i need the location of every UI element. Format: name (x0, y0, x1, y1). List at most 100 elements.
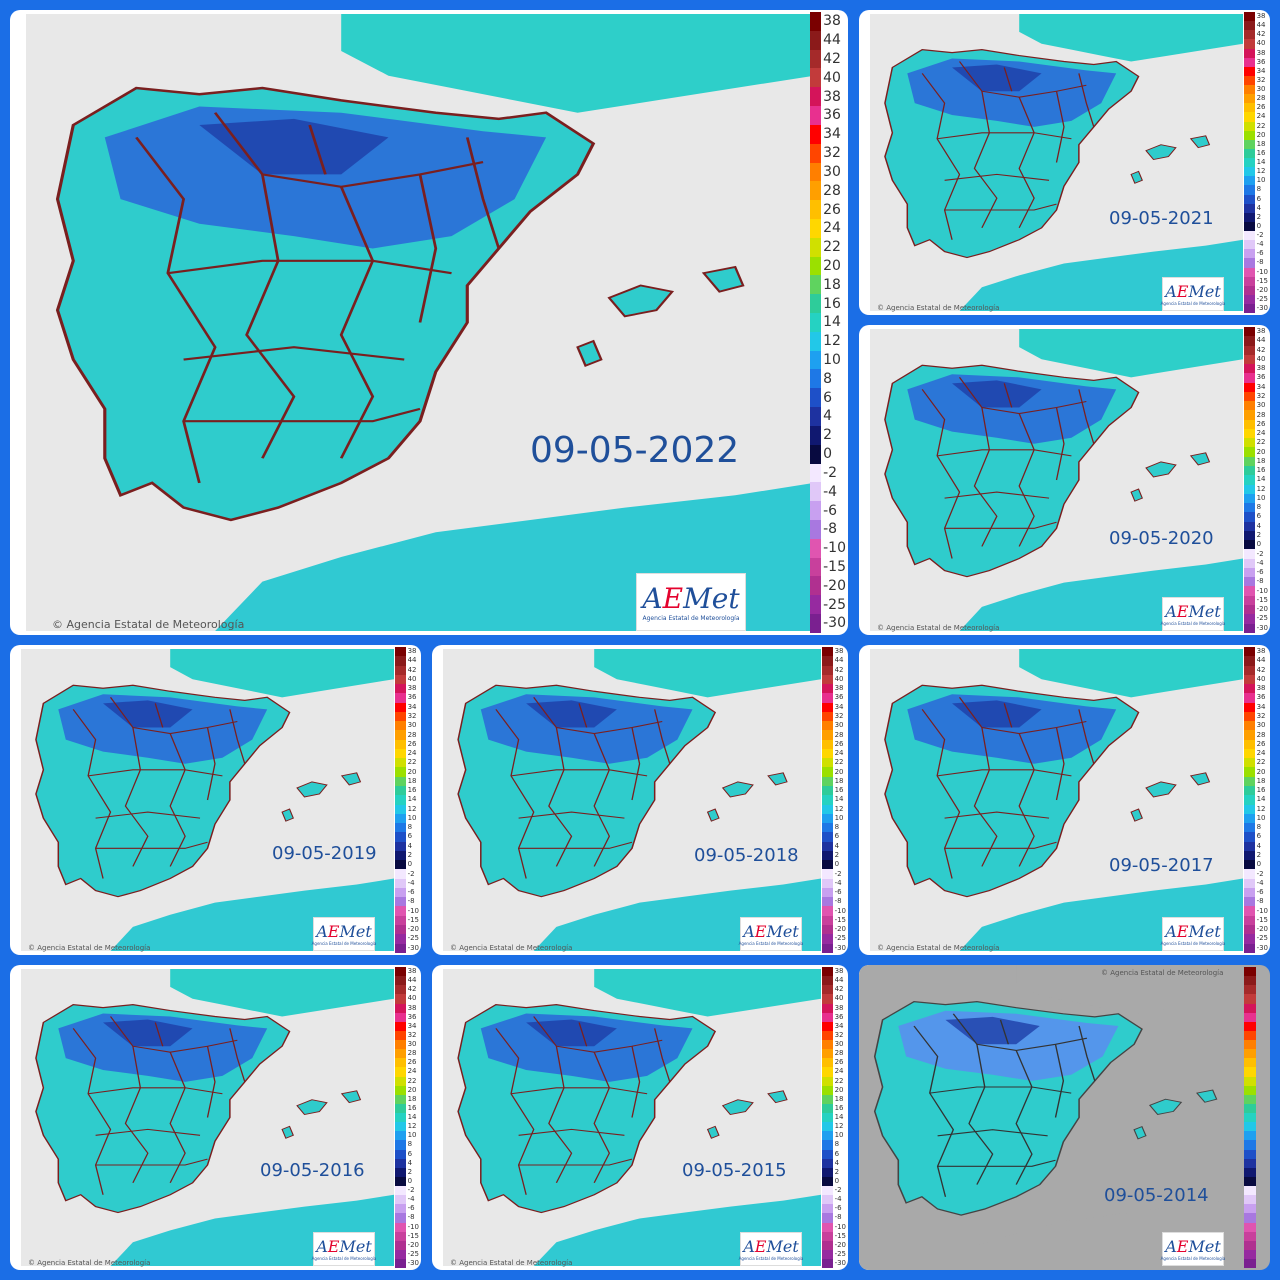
legend-swatch (1244, 419, 1255, 429)
legend-label: -20 (834, 1240, 846, 1249)
legend-swatch (822, 647, 833, 657)
legend-swatch (822, 758, 833, 768)
legend-swatch (1244, 240, 1255, 250)
legend-label: 10 (1256, 493, 1266, 502)
legend-swatch (395, 943, 406, 953)
legend-swatch (822, 823, 833, 833)
france-region (1019, 329, 1243, 378)
legend-label: 20 (407, 1085, 417, 1094)
balearic-island (767, 1090, 788, 1104)
legend-label: 22 (1256, 438, 1266, 447)
legend-swatch (1244, 212, 1255, 222)
legend-label: 34 (407, 1021, 417, 1030)
province-border (229, 1028, 246, 1082)
province-border (973, 727, 998, 867)
legend-label: 4 (823, 408, 833, 425)
legend-label: 38 (1256, 48, 1266, 57)
legend-label: 30 (823, 163, 841, 180)
legend-label: 44 (1256, 21, 1266, 30)
legend-swatch (1244, 249, 1255, 259)
legend-label: 28 (1256, 94, 1266, 103)
coldest-area (526, 1019, 617, 1047)
legend-swatch (822, 943, 833, 953)
legend-label: -10 (834, 906, 846, 915)
legend-swatch (1244, 185, 1255, 195)
legend-label: 8 (407, 823, 413, 832)
legend-swatch (1244, 813, 1255, 824)
legend-label: -8 (407, 1213, 415, 1222)
legend-label: 32 (407, 1030, 417, 1039)
legend-label: 38 (823, 88, 841, 105)
legend-label: -20 (834, 925, 846, 934)
balearic-island (721, 1099, 754, 1116)
legend-swatch (1244, 345, 1255, 355)
temperature-map (443, 649, 821, 951)
legend-swatch (1244, 354, 1255, 365)
legend-swatch (1244, 823, 1255, 833)
province-border (95, 811, 201, 819)
legend-swatch (1244, 924, 1255, 935)
date-label: 09-05-2017 (1109, 855, 1214, 876)
legend-swatch (822, 878, 833, 888)
legend-label: 10 (407, 813, 417, 822)
legend-label: 12 (1256, 484, 1266, 493)
legend-label: 4 (834, 841, 840, 850)
legend-swatch (1244, 121, 1255, 131)
legend-swatch (822, 1012, 833, 1022)
legend-label: 14 (1256, 795, 1266, 804)
legend-swatch (1244, 748, 1255, 759)
legend-swatch (1244, 1240, 1256, 1250)
legend-label: -10 (407, 906, 419, 915)
balearic-island (1145, 144, 1177, 161)
legend-label: 30 (407, 721, 417, 730)
legend-label: -2 (834, 869, 842, 878)
province-border (548, 1046, 573, 1184)
province-border (518, 841, 633, 849)
legend-label: 22 (407, 1076, 417, 1085)
legend-label: -4 (834, 878, 842, 887)
legend-swatch (822, 1222, 833, 1232)
province-border (578, 703, 588, 728)
legend-label: 22 (1256, 121, 1266, 130)
temperature-map (870, 329, 1243, 631)
legend-swatch (395, 869, 406, 879)
legend-swatch (1244, 428, 1255, 439)
legend-swatch (822, 1149, 833, 1159)
legend-label: 26 (834, 1058, 844, 1067)
aemet-logo: AEMet Agencia Estatal de Meteorología (1161, 1232, 1225, 1266)
legend-label: 22 (823, 239, 841, 256)
legend-swatch (1244, 276, 1255, 286)
legend-swatch (1244, 1049, 1256, 1059)
balearic-island (1148, 1098, 1183, 1115)
legend-swatch (1244, 1204, 1256, 1214)
legend-swatch (1244, 721, 1255, 731)
legend-swatch (810, 294, 822, 313)
legend-label: 0 (1256, 221, 1262, 230)
province-border (124, 727, 149, 867)
legend-swatch (1244, 475, 1255, 485)
legend-swatch (395, 767, 406, 777)
legend-label: 16 (407, 1103, 417, 1112)
date-label: 09-05-2018 (694, 845, 799, 866)
legend-label: 10 (834, 1131, 844, 1140)
legend-label: 0 (407, 860, 413, 869)
province-border (206, 727, 216, 801)
legend-label: -6 (834, 888, 842, 897)
legend-label: 6 (407, 832, 413, 841)
legend-swatch (395, 758, 406, 768)
legend-swatch (1244, 1176, 1256, 1186)
legend-label: 36 (407, 693, 417, 702)
legend-label: 28 (407, 1049, 417, 1058)
legend-swatch (1244, 739, 1255, 749)
legend-swatch (395, 906, 406, 916)
province-border (418, 174, 438, 323)
legend-label: 38 (1256, 647, 1266, 656)
province-border (183, 346, 405, 361)
legend-label: 26 (834, 739, 844, 748)
legend-swatch (395, 1058, 406, 1068)
legend-label: 32 (1256, 711, 1266, 720)
legend-label: -8 (1256, 897, 1264, 906)
legend-label: 20 (834, 767, 844, 776)
legend-swatch (1244, 758, 1255, 768)
legend-label: 18 (1256, 456, 1266, 465)
